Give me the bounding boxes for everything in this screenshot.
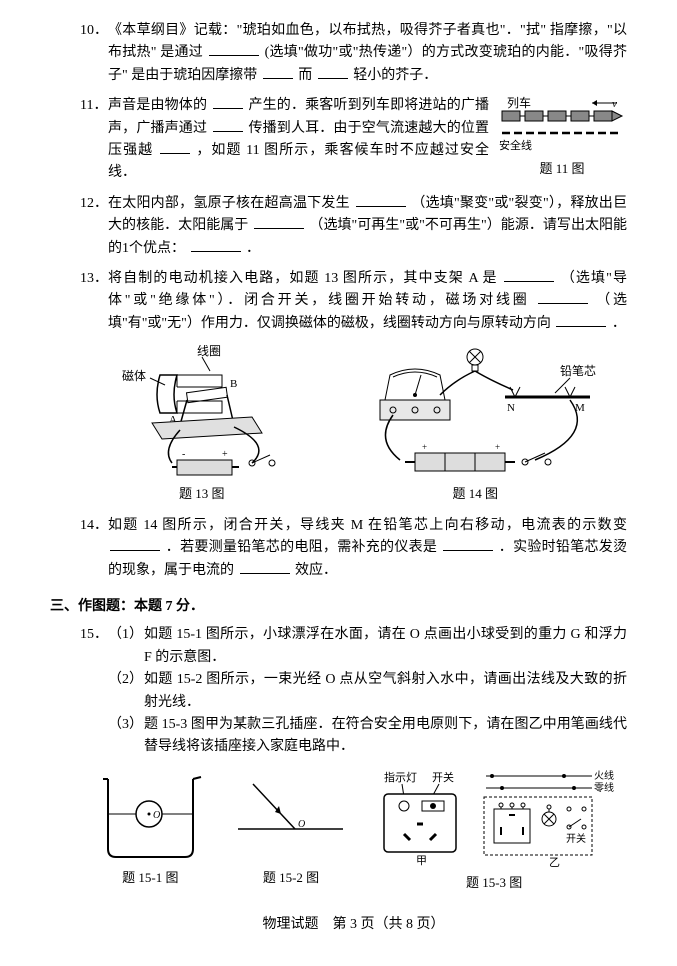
svg-text:开关: 开关 [566,832,586,845]
svg-text:v: v [612,98,617,110]
figure-13: 线圈 磁体 B A - + [102,345,302,505]
question-number: 14． [80,515,108,582]
svg-text:磁体: 磁体 [122,368,146,383]
text: 声音是由物体的 [108,98,207,113]
figure-caption: 题 15-2 图 [233,868,348,889]
page-footer: 物理试题 第 3 页（共 8 页） [80,914,627,936]
text: 在太阳内部，氢原子核在超高温下发生 [108,196,350,211]
sub-text: 如题 15-2 图所示，一束光经 O 点从空气斜射入水中，请画出法线及大致的折射… [144,669,627,714]
blank [213,95,243,109]
svg-text:+: + [222,449,228,460]
text: 效应． [295,563,337,578]
question-body: （1） 如题 15-1 图所示，小球漂浮在水面，请在 O 点画出小球受到的重力 … [108,624,627,758]
blank [504,268,554,282]
blank [191,238,241,252]
train-label-svg: 列车 [507,95,531,110]
sub-text: 题 15-3 图甲为某款三孔插座．在符合安全用电原则下，请在图乙中用笔画线代替导… [144,714,627,759]
figure-15-3: 指示灯 开关 甲 火线 零线 [374,769,614,894]
sub-number: （3） [108,714,144,759]
figure-11: 列车 v 安全线 题 11 图 [497,95,627,180]
figures-15: O 题 15-1 图 O 题 15-2 图 指示灯 开关 甲 [80,769,627,894]
figure-caption: 题 13 图 [102,484,302,505]
blank [538,290,588,304]
question-body: 将自制的电动机接入电路，如题 13 图所示，其中支架 A 是 （选填"导体"或"… [108,268,627,335]
text: ．若要测量铅笔芯的电阻，需补充的仪表是 [166,540,437,555]
question-number: 13． [80,268,108,335]
figure-caption: 题 14 图 [345,484,605,505]
blank [160,140,190,154]
sub-2: （2） 如题 15-2 图所示，一束光经 O 点从空气斜射入水中，请画出法线及大… [108,669,627,714]
blank [556,313,606,327]
svg-text:+: + [495,442,500,452]
text: 如题 14 图所示，闭合开关，导线夹 M 在铅笔芯上向右移动，电流表的示数变 [108,518,627,533]
blank [254,215,304,229]
svg-text:安全线: 安全线 [499,138,532,152]
blank [213,118,243,132]
figure-14: 铅笔芯 N M + + 题 14 图 [345,345,605,505]
blank [110,537,160,551]
text: 轻小的芥子． [353,68,437,83]
figure-caption: 题 15-1 图 [93,868,208,889]
svg-text:线圈: 线圈 [197,345,221,358]
text: ． [612,316,626,331]
question-body: 列车 v 安全线 题 11 图 声音是由物体的 [108,95,627,185]
question-11: 11． 列车 v 安全线 [80,95,627,185]
text: 而 [298,68,312,83]
question-body: 如题 14 图所示，闭合开关，导线夹 M 在铅笔芯上向右移动，电流表的示数变 ．… [108,515,627,582]
section-3-header: 三、作图题：本题 7 分． [50,596,627,618]
question-number: 10． [80,20,108,87]
svg-text:指示灯: 指示灯 [384,770,417,784]
figure-caption: 题 11 图 [497,159,627,180]
figures-13-14: 线圈 磁体 B A - + [80,345,627,505]
text: ． [246,241,260,256]
question-number: 12． [80,193,108,260]
blank [209,42,259,56]
svg-text:乙: 乙 [549,856,560,869]
svg-text:B: B [230,378,237,390]
svg-text:零线: 零线 [594,781,614,794]
question-15: 15． （1） 如题 15-1 图所示，小球漂浮在水面，请在 O 点画出小球受到… [80,624,627,758]
svg-text:O: O [298,819,305,830]
question-number: 11． [80,95,108,185]
svg-text:N: N [507,402,515,414]
question-body: 在太阳内部，氢原子核在超高温下发生 （选填"聚变"或"裂变"），释放出巨大的核能… [108,193,627,260]
text: 将自制的电动机接入电路，如题 13 图所示，其中支架 A 是 [108,271,498,286]
question-body: 《本草纲目》记载："琥珀如血色，以布拭热，吸得芥子者真也"．"拭" 指摩擦，"以… [108,20,627,87]
svg-text:铅笔芯: 铅笔芯 [560,363,596,378]
blank [443,537,493,551]
sub-1: （1） 如题 15-1 图所示，小球漂浮在水面，请在 O 点画出小球受到的重力 … [108,624,627,669]
sub-3: （3） 题 15-3 图甲为某款三孔插座．在符合安全用电原则下，请在图乙中用笔画… [108,714,627,759]
blank [356,193,406,207]
question-14: 14． 如题 14 图所示，闭合开关，导线夹 M 在铅笔芯上向右移动，电流表的示… [80,515,627,582]
sub-number: （1） [108,624,144,669]
sub-text: 如题 15-1 图所示，小球漂浮在水面，请在 O 点画出小球受到的重力 G 和浮… [144,624,627,669]
svg-text:火线: 火线 [594,769,614,782]
question-12: 12． 在太阳内部，氢原子核在超高温下发生 （选填"聚变"或"裂变"），释放出巨… [80,193,627,260]
blank [263,65,293,79]
svg-text:甲: 甲 [416,855,427,867]
svg-text:+: + [422,442,427,452]
figure-15-1: O 题 15-1 图 [93,769,208,894]
blank [240,560,290,574]
question-13: 13． 将自制的电动机接入电路，如题 13 图所示，其中支架 A 是 （选填"导… [80,268,627,335]
svg-text:-: - [182,449,185,460]
figure-15-2: O 题 15-2 图 [233,769,348,894]
blank [318,65,348,79]
question-10: 10． 《本草纲目》记载："琥珀如血色，以布拭热，吸得芥子者真也"．"拭" 指摩… [80,20,627,87]
figure-caption: 题 15-3 图 [374,873,614,894]
question-number: 15． [80,624,108,758]
svg-text:开关: 开关 [432,770,454,784]
svg-text:O: O [153,810,160,821]
sub-number: （2） [108,669,144,714]
